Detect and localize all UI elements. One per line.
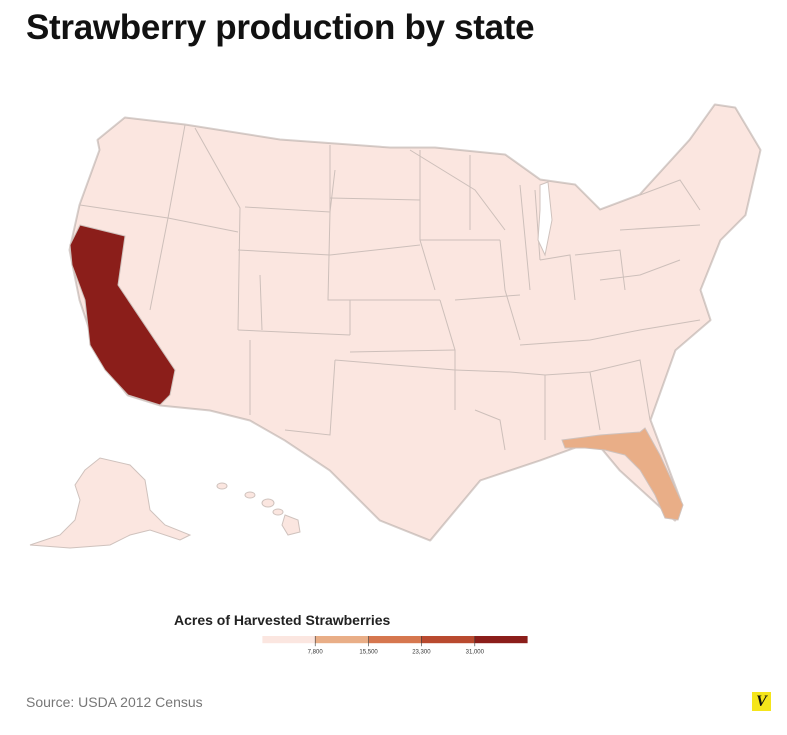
legend-swatch-0	[262, 636, 316, 644]
legend-tick-label-2: 23,300	[412, 649, 431, 655]
legend-title: Acres of Harvested Strawberries	[174, 612, 391, 628]
legend-tick-label-0: 7,800	[308, 649, 324, 655]
legend-tick-label-3: 31,000	[466, 649, 485, 655]
state-alaska	[29, 457, 192, 549]
us-lower48	[69, 104, 761, 541]
legend-scale: 7,800 15,500 23,300 31,000	[262, 636, 528, 655]
state-california	[69, 224, 176, 406]
state-hawaii	[216, 482, 301, 536]
legend-swatch-3	[421, 636, 475, 644]
legend-swatch-4	[474, 636, 528, 644]
state-florida	[561, 427, 684, 521]
page-title: Strawberry production by state	[26, 8, 535, 47]
us-map	[29, 103, 762, 549]
legend-swatch-1	[315, 636, 369, 644]
vox-logo[interactable]: V	[752, 692, 771, 711]
us-map-svg	[29, 103, 762, 549]
legend-swatch-2	[368, 636, 422, 644]
legend-tick-label-1: 15,500	[359, 649, 378, 655]
legend: Acres of Harvested Strawberries 7,800 15…	[174, 612, 624, 672]
lake-michigan	[537, 181, 553, 257]
state-borders	[79, 124, 701, 451]
source-note: Source: USDA 2012 Census	[26, 694, 203, 710]
